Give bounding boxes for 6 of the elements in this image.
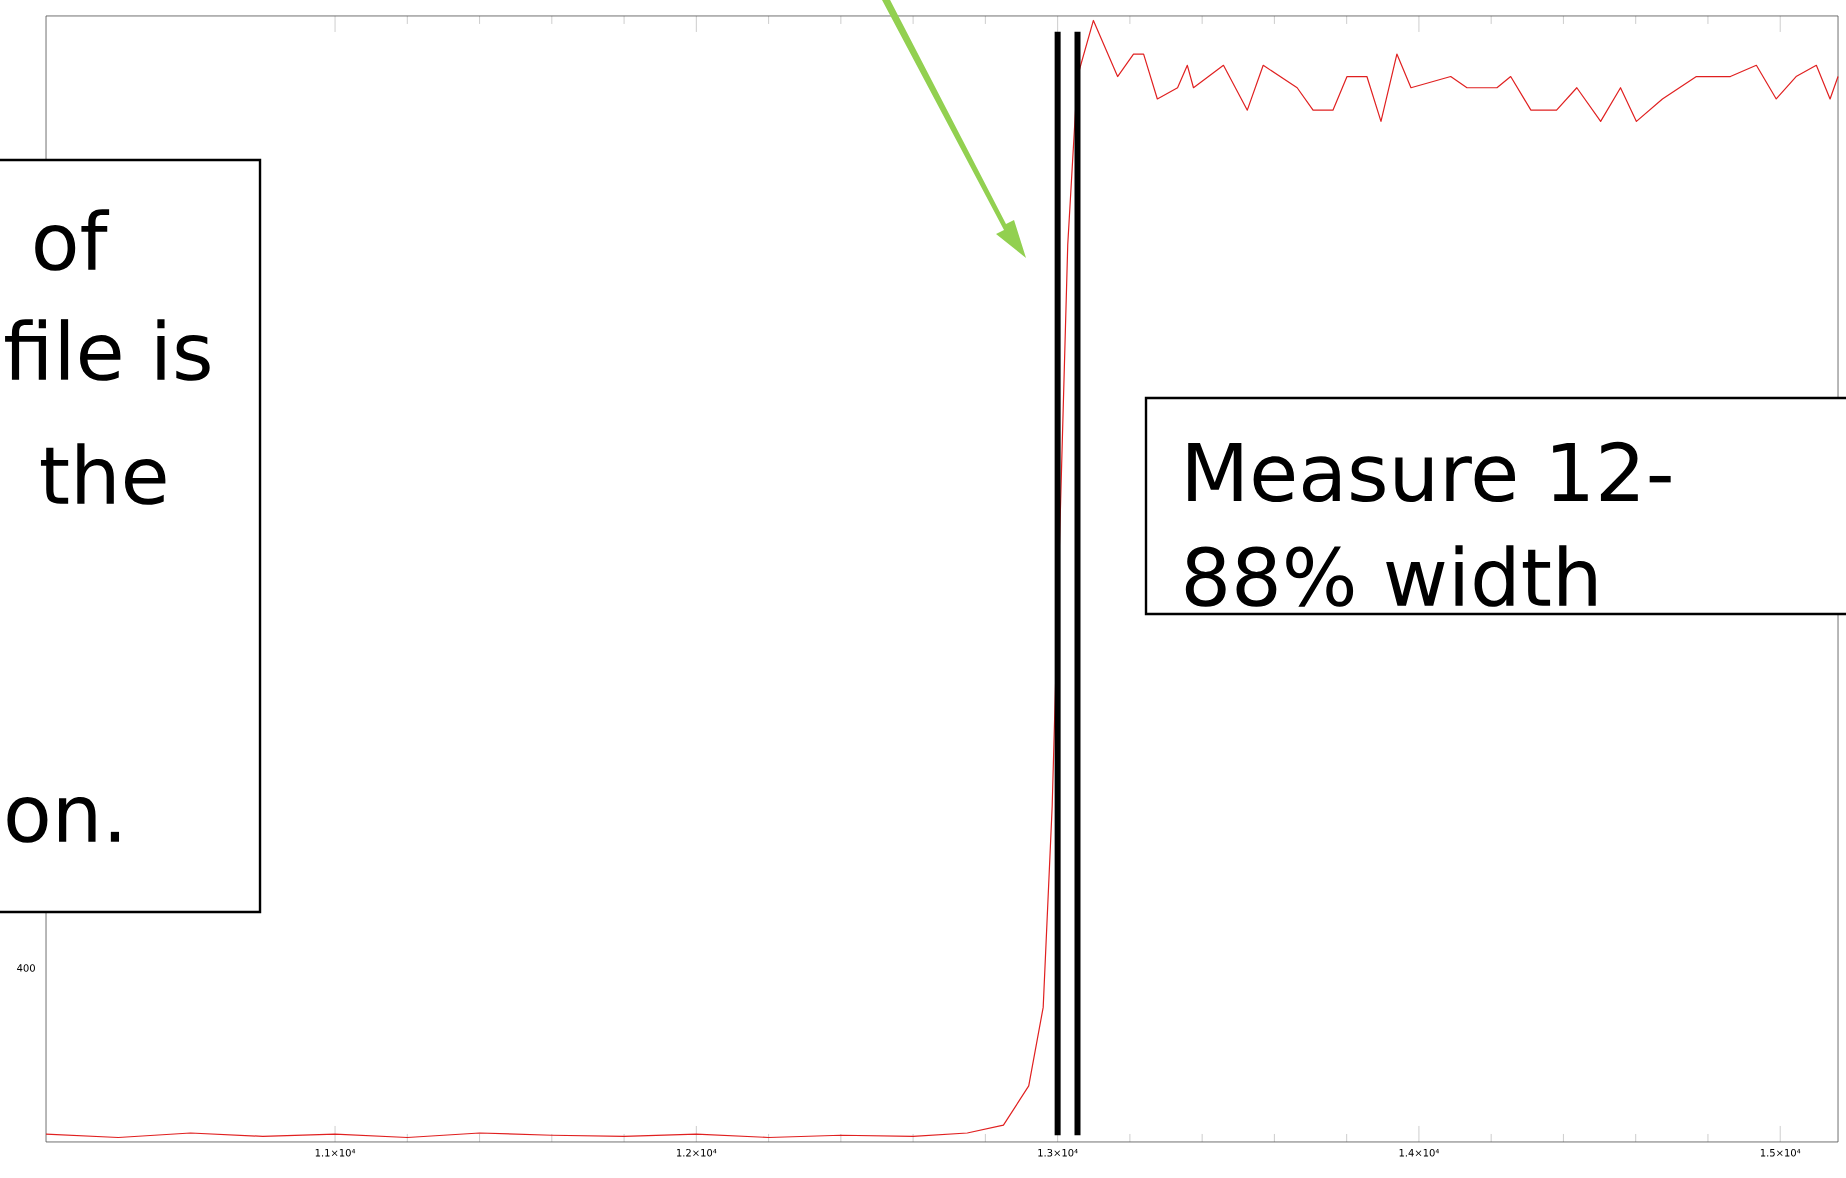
annotation: of [35,209,110,271]
annotation: on. [7,797,120,843]
annotation: Measure 12- [1188,441,1671,503]
annotation: the [40,443,166,505]
annotation: file is [5,319,210,381]
annotation: 88% width [1185,545,1596,607]
